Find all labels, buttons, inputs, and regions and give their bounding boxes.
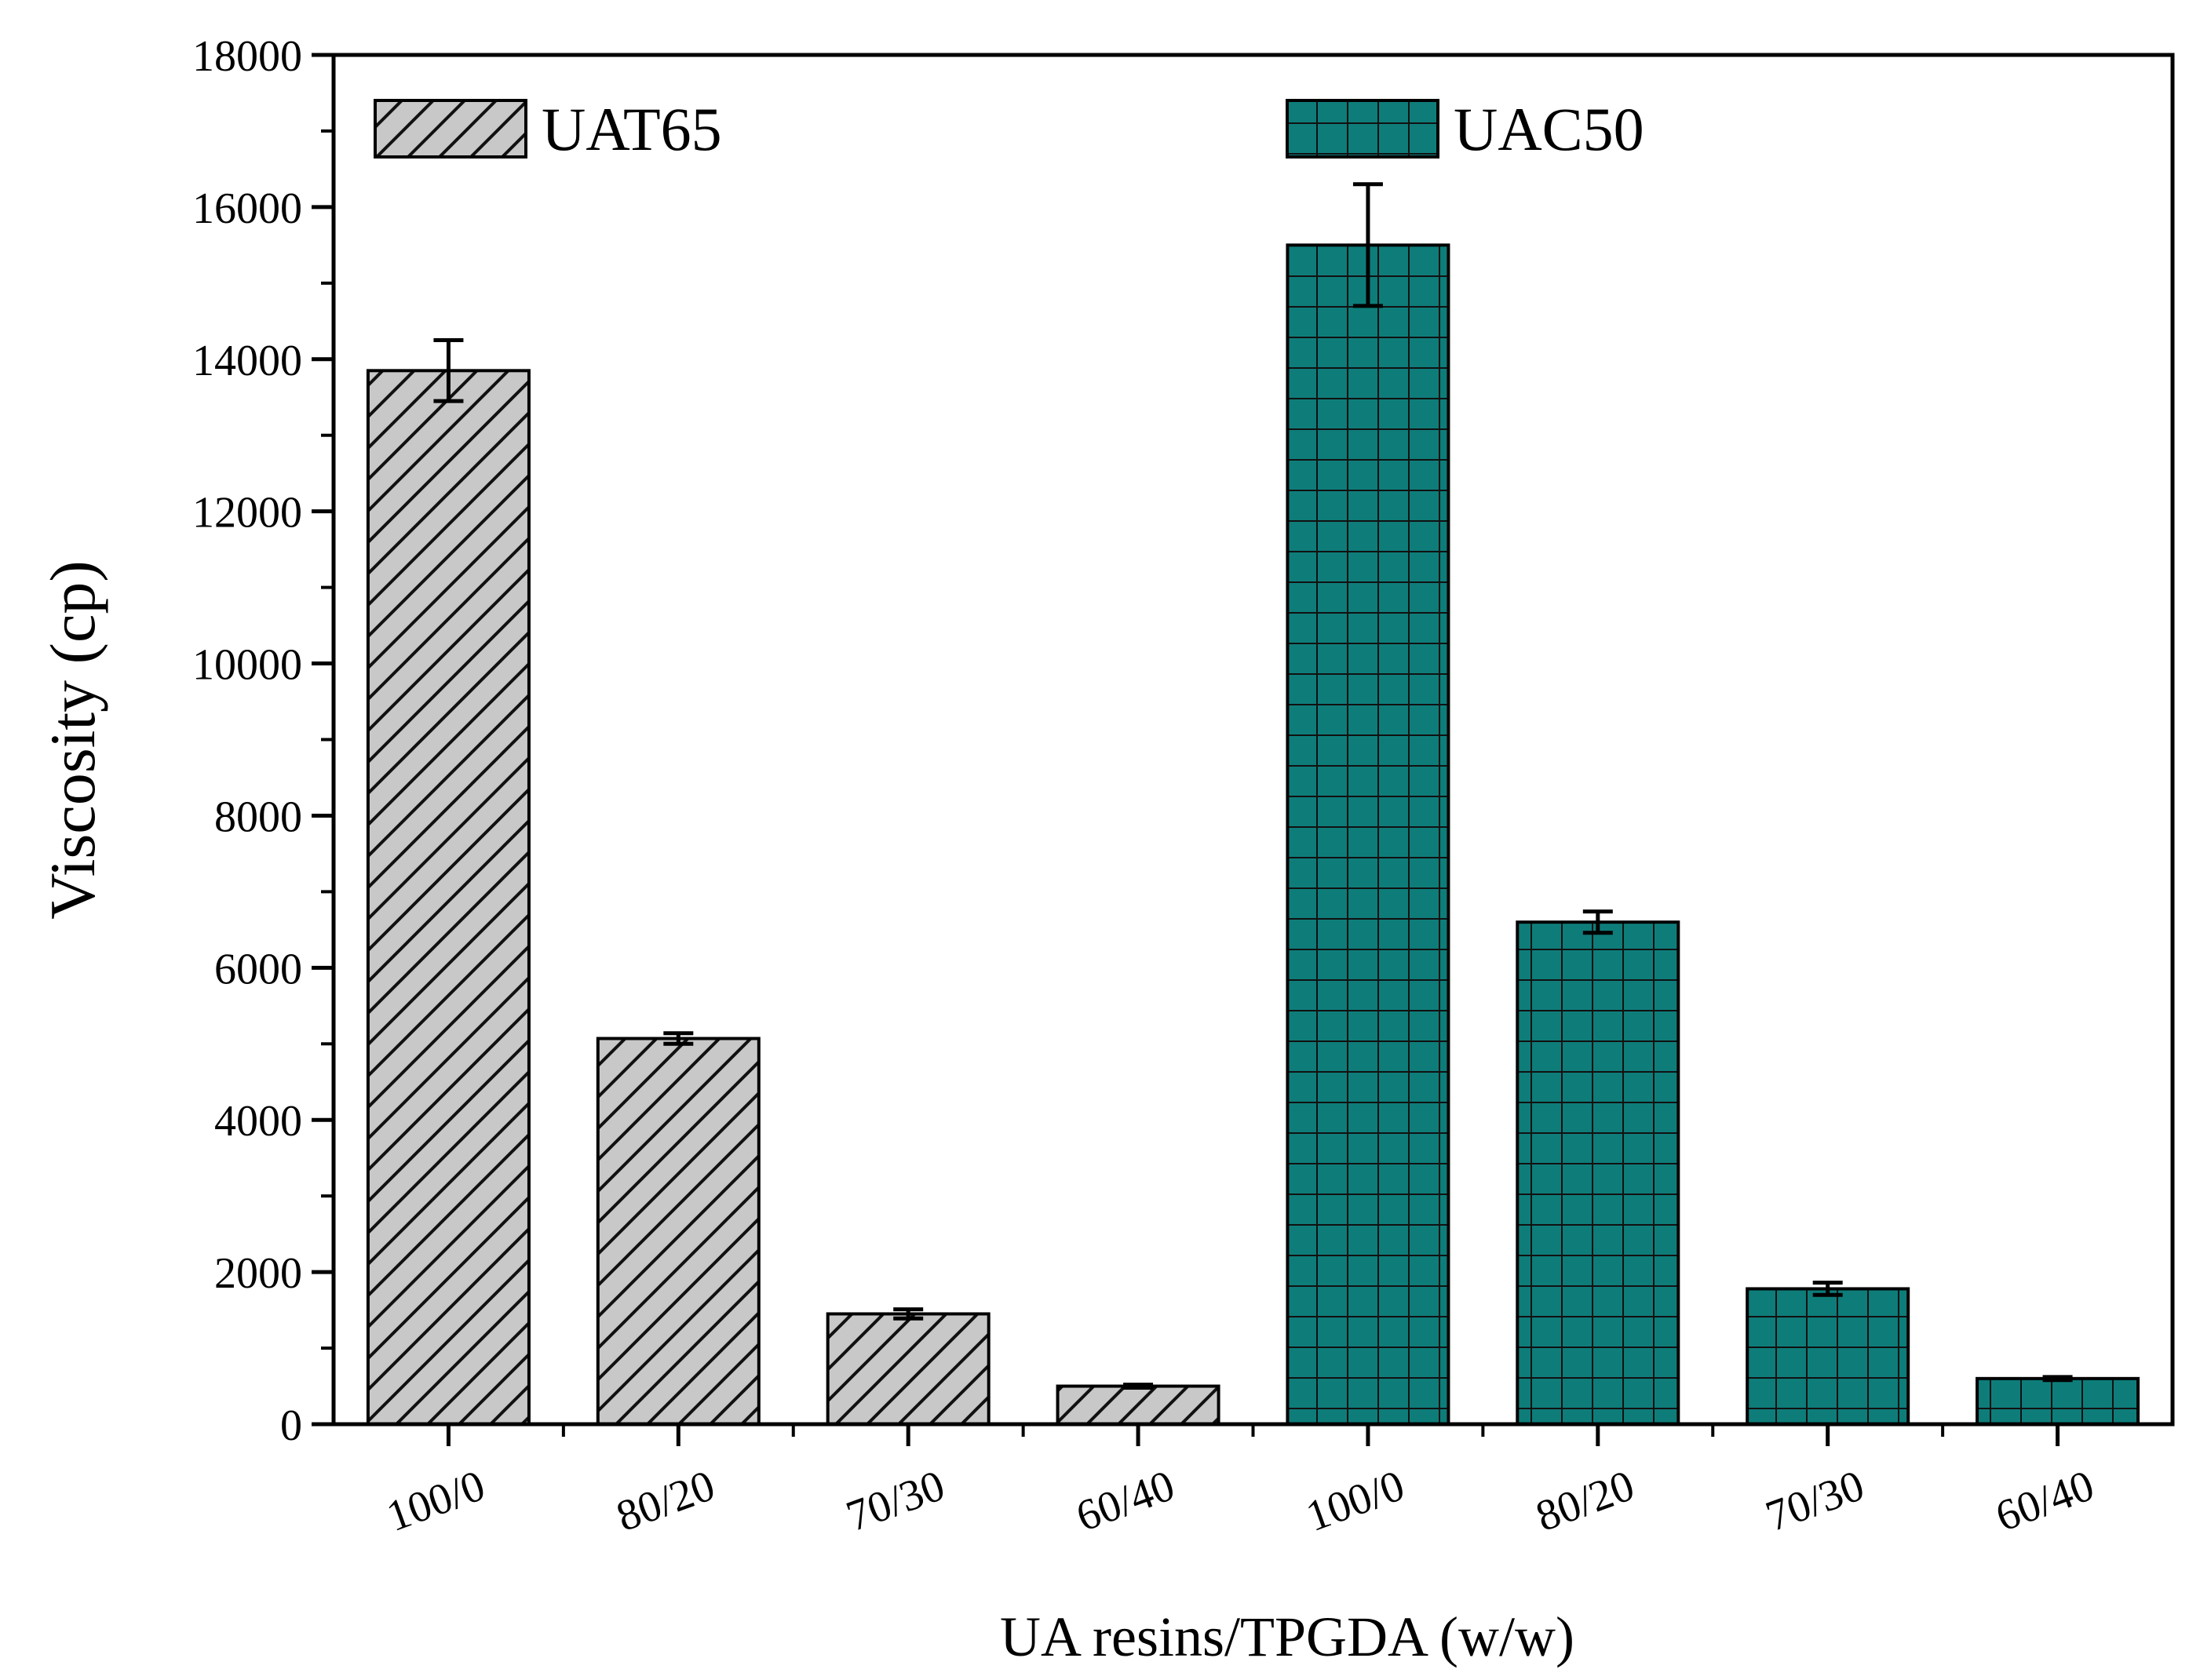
y-tick-label: 2000 xyxy=(214,1249,302,1298)
bar-uac50-60-40 xyxy=(1976,1376,2140,1427)
y-tick-label: 12000 xyxy=(192,489,302,538)
x-tick-label: 80/20 xyxy=(611,1461,721,1541)
bar-uat65-100-0 xyxy=(366,369,531,1426)
error-bars xyxy=(433,182,2073,1390)
legend-label-uat65: UAT65 xyxy=(542,95,722,163)
bar-uac50-80-20 xyxy=(1516,920,1680,1426)
y-tick-label: 0 xyxy=(280,1401,302,1450)
legend: UAT65 UAC50 xyxy=(374,95,1644,163)
bar-uac50-70-30 xyxy=(1746,1287,1910,1426)
y-tick-label: 14000 xyxy=(192,337,302,385)
x-tick-label: 100/0 xyxy=(381,1461,491,1541)
y-tick-label: 8000 xyxy=(214,793,302,841)
x-axis-title: UA resins/TPGDA (w/w) xyxy=(1000,1605,1574,1668)
x-tick-label: 60/40 xyxy=(1990,1461,2100,1541)
x-tick-label: 100/0 xyxy=(1300,1461,1410,1541)
plot-frame xyxy=(331,53,2175,1427)
legend-swatch-uac50 xyxy=(1286,99,1439,159)
y-tick-label: 18000 xyxy=(192,32,302,81)
x-tick-label: 70/30 xyxy=(1760,1461,1870,1541)
legend-swatch-uat65 xyxy=(374,99,527,159)
bar-series xyxy=(366,243,2140,1427)
y-tick-label: 16000 xyxy=(192,184,302,233)
bar-uac50-100-0 xyxy=(1286,243,1450,1427)
x-tick-label: 70/30 xyxy=(840,1461,950,1541)
y-axis-title: Viscosity (cp) xyxy=(37,560,108,919)
bar-uat65-70-30 xyxy=(826,1312,991,1426)
x-tick-label: 60/40 xyxy=(1070,1461,1180,1541)
bar-uat65-60-40 xyxy=(1056,1384,1220,1427)
legend-label-uac50: UAC50 xyxy=(1454,95,1644,163)
x-tick-label: 80/20 xyxy=(1530,1461,1640,1541)
y-tick-label: 4000 xyxy=(214,1097,302,1146)
y-tick-label: 6000 xyxy=(214,945,302,993)
bar-uat65-80-20 xyxy=(596,1037,761,1427)
x-axis: 100/0 80/20 70/30 60/40 100/0 80/20 70/30 60/40 xyxy=(381,1424,2100,1541)
y-tick-label: 10000 xyxy=(192,641,302,690)
y-axis: 0 2000 4000 6000 8000 10000 12000 14000 16000 180… xyxy=(192,32,334,1450)
